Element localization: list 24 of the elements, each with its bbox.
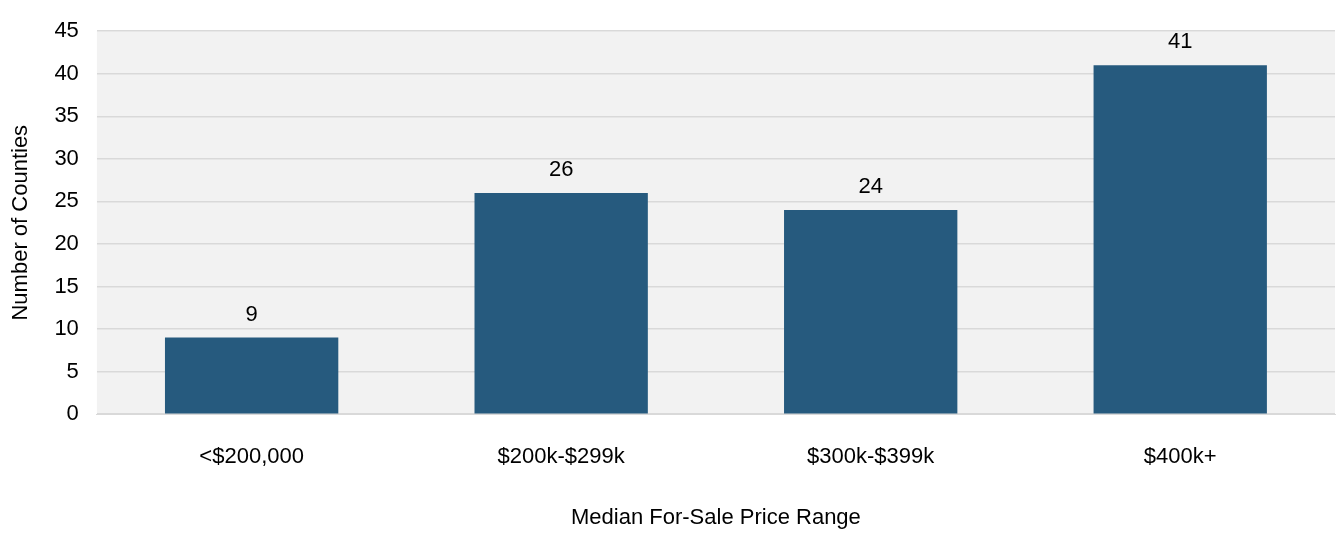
bar xyxy=(164,337,339,414)
data-label: 26 xyxy=(548,155,574,181)
y-tick-label: 20 xyxy=(54,230,79,256)
x-tick-label: $300k-$399k xyxy=(807,443,936,469)
x-axis-title: Median For-Sale Price Range xyxy=(571,503,861,529)
y-tick-label: 10 xyxy=(54,315,79,341)
y-tick-label: 30 xyxy=(54,144,79,170)
y-axis-title: Number of Counties xyxy=(7,124,33,321)
y-tick-label: 45 xyxy=(54,17,79,43)
data-label: 9 xyxy=(245,300,258,326)
bar xyxy=(784,209,958,414)
y-tick-label: 35 xyxy=(54,102,79,128)
y-tick-label: 5 xyxy=(66,357,79,383)
y-tick-label: 40 xyxy=(54,59,79,85)
x-tick-label: $400k+ xyxy=(1143,443,1217,469)
bar xyxy=(474,192,648,414)
y-tick-label: 15 xyxy=(54,272,79,298)
x-tick-label: $200k-$299k xyxy=(497,443,626,469)
x-tick-label: <$200,000 xyxy=(199,443,304,469)
y-tick-label: 25 xyxy=(54,187,79,213)
data-label: 41 xyxy=(1167,28,1193,54)
y-tick-label: 0 xyxy=(66,400,79,426)
bar xyxy=(1093,65,1267,414)
data-label: 24 xyxy=(858,173,883,198)
